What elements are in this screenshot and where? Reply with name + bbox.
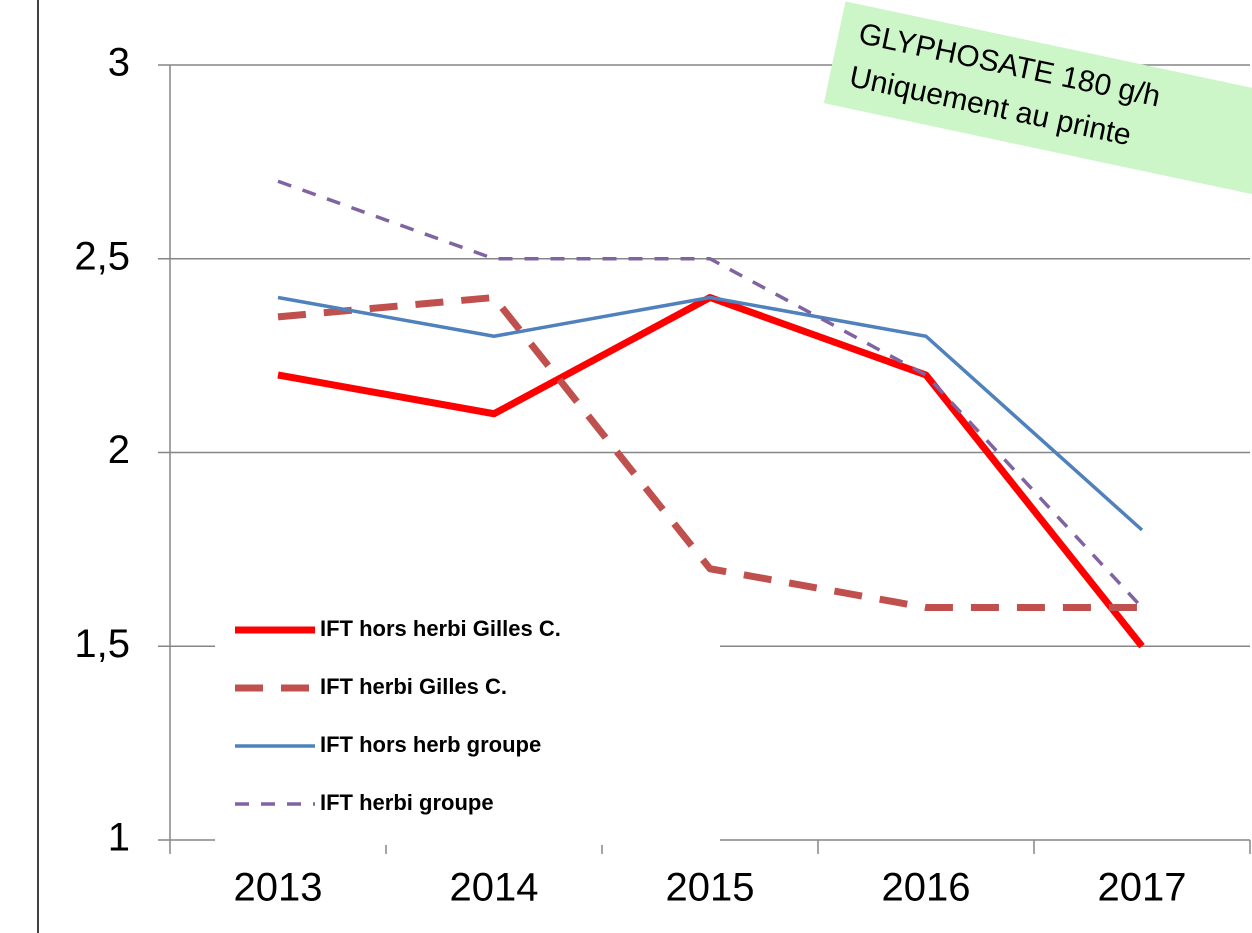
annotation-box: [823, 1, 1252, 203]
legend-label: IFT herbi Gilles C.: [320, 674, 507, 699]
y-tick-label: 2: [108, 428, 130, 472]
x-tick-label: 2016: [882, 866, 971, 910]
series-line: [277, 294, 1142, 611]
legend-label: IFT hors herb groupe: [320, 732, 541, 757]
y-tick-label: 1,5: [74, 622, 130, 666]
x-tick-label: 2014: [450, 866, 539, 910]
y-tick-label: 1: [108, 816, 130, 860]
x-tick-label: 2013: [234, 866, 323, 910]
y-tick-label: 3: [108, 41, 130, 85]
series-line: [277, 295, 1144, 532]
legend-label: IFT herbi groupe: [320, 790, 494, 815]
series-line: [277, 179, 1144, 609]
x-tick-label: 2017: [1098, 866, 1187, 910]
y-tick-label: 2,5: [74, 234, 130, 278]
legend-label: IFT hors herbi Gilles C.: [320, 616, 561, 641]
x-tick-label: 2015: [666, 866, 755, 910]
